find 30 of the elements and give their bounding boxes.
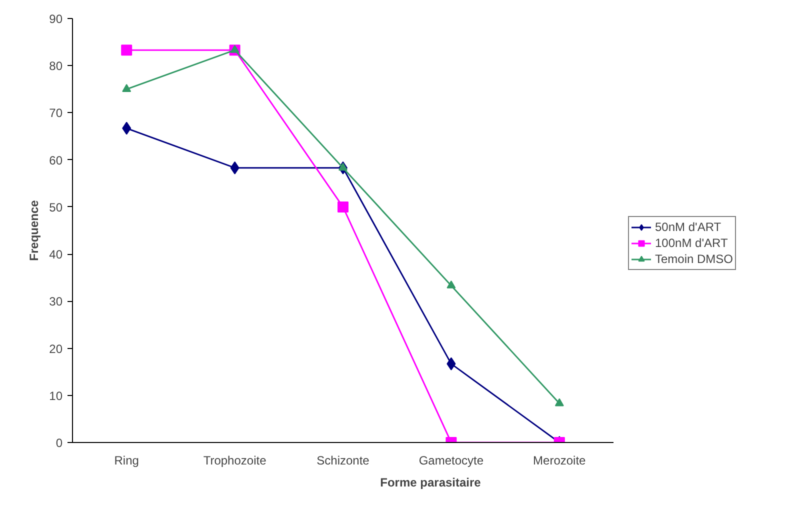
point: [121, 44, 132, 56]
y-tick-label: 70: [49, 106, 63, 120]
y-axis-title: Frequence: [27, 200, 42, 261]
legend-label: Temoin DMSO: [655, 251, 734, 267]
y-tick-label: 80: [49, 59, 63, 74]
x-tick-label: Gametocyte: [418, 454, 484, 468]
x-axis-title: Forme parasitaire: [380, 476, 482, 490]
x-tick-label: Ring: [114, 454, 139, 468]
point: [230, 44, 240, 53]
legend-label: 100nM d'ART: [655, 235, 728, 251]
y-tick-label: 0: [56, 436, 63, 450]
point: [554, 398, 564, 406]
legend-label: 50nM d'ART: [655, 219, 722, 235]
point: [122, 122, 132, 135]
point: [230, 161, 240, 174]
point: [338, 162, 348, 171]
point: [446, 357, 456, 370]
y-tick-label: 30: [49, 294, 63, 309]
y-tick-label: 50: [49, 200, 63, 214]
y-tick-label: 20: [49, 342, 63, 356]
x-tick-label: Schizonte: [316, 454, 370, 468]
point: [122, 84, 132, 92]
y-tick-label: 10: [49, 388, 63, 403]
x-tick-label: Trophozoite: [203, 454, 267, 468]
y-tick-label: 90: [49, 12, 63, 26]
y-tick-label: 40: [49, 248, 63, 262]
x-tick-label: Merozoite: [533, 454, 586, 468]
point: [446, 280, 456, 288]
y-tick-label: 60: [49, 153, 63, 168]
point: [338, 201, 348, 212]
